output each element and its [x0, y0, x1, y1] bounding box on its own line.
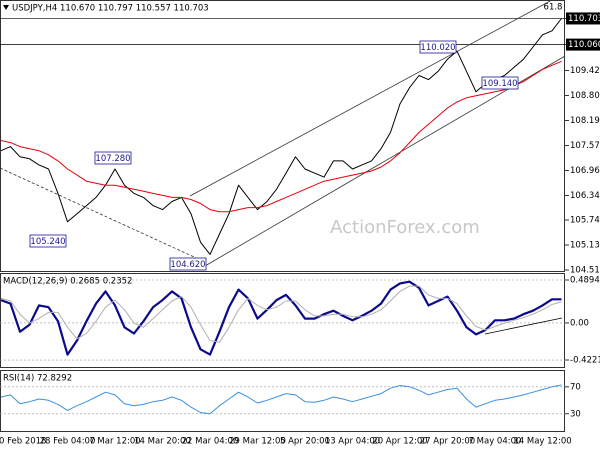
y-tick-label: 0.00: [570, 318, 589, 328]
watermark: ActionForex.com: [330, 217, 480, 238]
x-tick-label: 20 Feb 2018: [0, 437, 46, 447]
x-tick-label: 5 Apr 20:00: [280, 437, 330, 447]
series-line: [0, 18, 562, 255]
channel-lower: [204, 55, 566, 267]
y-tick-label: 108.190: [570, 116, 600, 126]
panel-frame: [0, 370, 565, 432]
x-tick-label: 7 Mar 12:00: [89, 437, 140, 447]
annotation-label: 105.240: [30, 237, 65, 247]
annotation-label: 110.020: [420, 43, 455, 53]
x-tick-label: 28 Feb 04:00: [40, 437, 96, 447]
annotation-label: 109.140: [482, 79, 517, 89]
panel-title: RSI(14) 72.8292: [3, 374, 72, 384]
y-tick-label: 70: [570, 382, 581, 392]
macd-trend-line: [484, 317, 563, 335]
series-line: [0, 384, 562, 415]
series-line: [0, 285, 562, 343]
y-tick-label: 108.805: [570, 91, 600, 101]
panel-frame: [0, 273, 565, 368]
x-tick-label: 14 Mar 20:00: [134, 437, 191, 447]
panel-title: USDJPY,H4 110.670 110.797 110.557 110.70…: [12, 4, 209, 14]
annotation-box: [94, 151, 132, 165]
annotation-box: [481, 76, 519, 90]
y-tick-label: 104.515: [570, 266, 600, 276]
x-tick-label: 13 Apr 04:00: [325, 437, 380, 447]
annotation-box: [419, 40, 457, 54]
fibo-label: 61.8: [544, 3, 563, 13]
annotation-label: 107.280: [95, 154, 130, 164]
y-tick-label: 30: [570, 409, 581, 419]
panel-frame: [0, 0, 565, 272]
panel-title: MACD(12,26,9) 0.2685 0.2352: [3, 277, 132, 287]
annotation-box: [169, 257, 207, 271]
annotation-box: [29, 234, 67, 248]
y-tick-label: 110.060: [568, 40, 600, 50]
y-tick-label: 107.575: [570, 141, 600, 151]
price-box: [566, 12, 600, 25]
x-tick-label: 22 Mar 04:00: [182, 437, 239, 447]
annotation-label: 104.620: [170, 260, 205, 270]
x-tick-label: 29 Mar 12:00: [229, 437, 286, 447]
y-tick-label: 109.420: [570, 66, 600, 76]
symbol-menu-arrow: [3, 5, 9, 10]
x-tick-label: 20 Apr 12:00: [372, 437, 427, 447]
y-tick-label: -0.4221: [570, 356, 600, 366]
channel-upper: [189, 0, 553, 197]
x-tick-label: 27 Apr 20:00: [420, 437, 475, 447]
y-tick-label: 110.703: [568, 14, 600, 24]
x-tick-label: 7 May 04:00: [469, 437, 522, 447]
series-line: [0, 60, 562, 213]
y-tick-label: 106.345: [570, 191, 600, 201]
trend-line-dashed: [0, 167, 206, 263]
y-tick-label: 106.960: [570, 166, 600, 176]
series-line: [0, 280, 562, 356]
price-box: [566, 38, 600, 51]
x-tick-label: 14 May 12:00: [513, 437, 571, 447]
y-tick-label: 105.745: [570, 216, 600, 226]
y-tick-label: 0.4894: [570, 275, 600, 285]
y-tick-label: 105.130: [570, 241, 600, 251]
